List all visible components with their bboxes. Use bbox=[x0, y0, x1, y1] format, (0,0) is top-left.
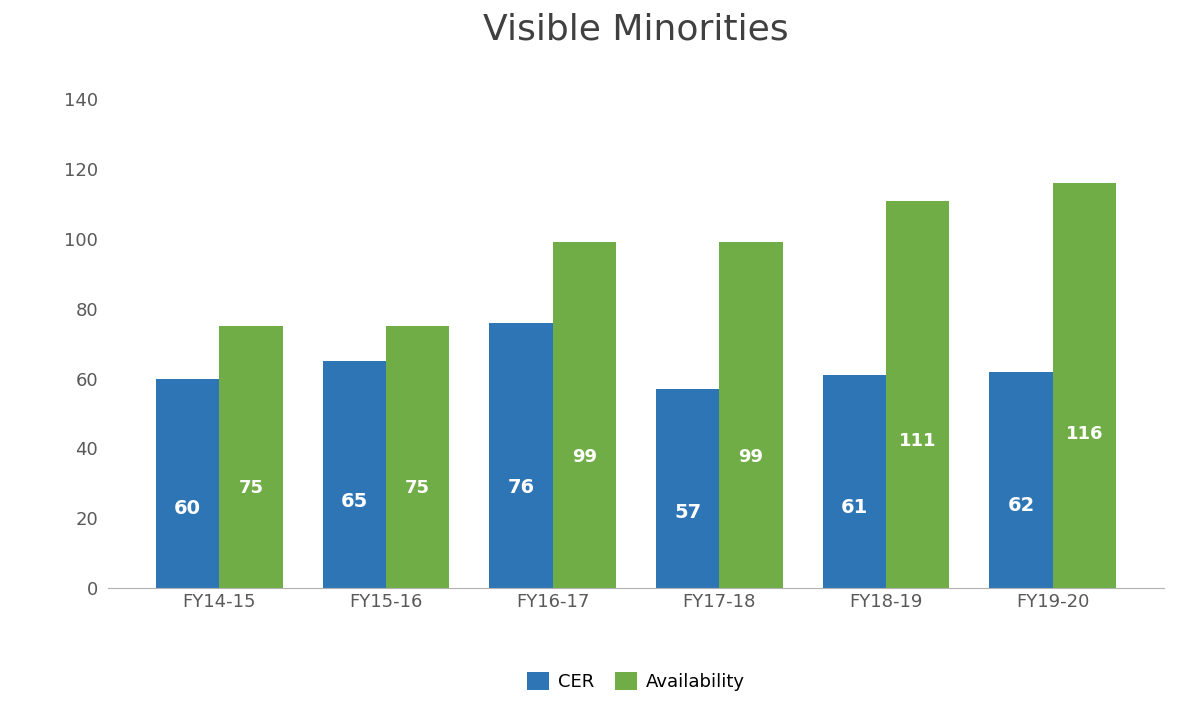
Bar bbox=[719, 242, 782, 588]
Bar bbox=[323, 361, 386, 588]
Legend: CER, Availability: CER, Availability bbox=[520, 665, 752, 698]
Text: 75: 75 bbox=[239, 480, 264, 498]
Bar bbox=[989, 371, 1052, 588]
Text: 99: 99 bbox=[572, 447, 596, 465]
Text: 76: 76 bbox=[508, 478, 534, 497]
Text: 60: 60 bbox=[174, 499, 202, 518]
Text: 62: 62 bbox=[1007, 496, 1034, 516]
Text: 111: 111 bbox=[899, 432, 936, 450]
Bar bbox=[553, 242, 616, 588]
Text: 116: 116 bbox=[1066, 425, 1103, 443]
Text: 57: 57 bbox=[674, 503, 701, 522]
Title: Visible Minorities: Visible Minorities bbox=[484, 12, 788, 47]
Bar bbox=[156, 379, 220, 588]
Bar bbox=[656, 389, 719, 588]
Text: 61: 61 bbox=[841, 498, 868, 516]
Text: 75: 75 bbox=[406, 480, 430, 498]
Bar bbox=[220, 326, 283, 588]
Bar bbox=[1052, 183, 1116, 588]
Text: 99: 99 bbox=[738, 447, 763, 465]
Bar bbox=[823, 375, 886, 588]
Bar bbox=[386, 326, 449, 588]
Text: 65: 65 bbox=[341, 493, 368, 511]
Bar bbox=[490, 323, 553, 588]
Bar bbox=[886, 201, 949, 588]
